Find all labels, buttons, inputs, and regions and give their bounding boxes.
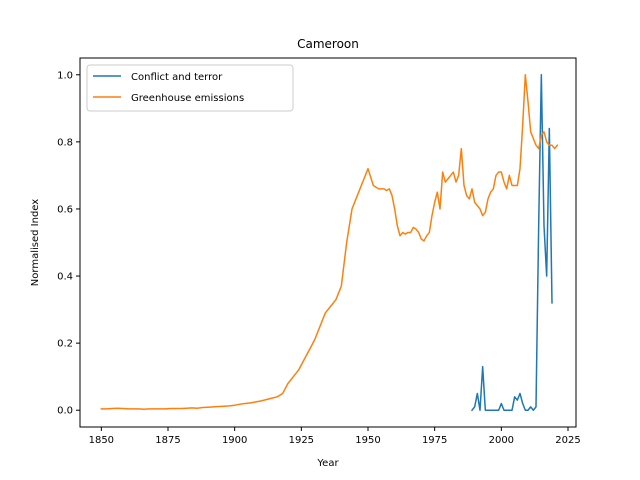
x-axis-label: Year (316, 458, 339, 469)
legend-box (86, 64, 294, 112)
y-tick-label: 0.6 (57, 204, 73, 215)
y-tick-label: 0.2 (57, 339, 73, 350)
series-line-0 (470, 74, 553, 412)
x-tick-label: 2025 (555, 435, 580, 446)
y-tick-label: 1.0 (57, 70, 73, 81)
legend: Conflict and terror Greenhouse emissions (86, 64, 294, 112)
y-axis-ticks: 0.0 0.2 0.4 0.6 0.8 1.0 (57, 70, 80, 417)
x-tick-label: 1925 (289, 435, 314, 446)
series-line-1 (100, 74, 559, 410)
x-tick-label: 2000 (489, 435, 514, 446)
x-tick-label: 1850 (89, 435, 114, 446)
series-layer (100, 74, 559, 412)
legend-label: Greenhouse emissions (131, 93, 244, 104)
y-tick-label: 0.8 (57, 137, 73, 148)
y-axis-label: Normalised Index (30, 199, 41, 286)
legend-label: Conflict and terror (131, 72, 223, 83)
x-tick-label: 1875 (155, 435, 180, 446)
x-tick-label: 1900 (222, 435, 247, 446)
x-tick-label: 1975 (422, 435, 447, 446)
chart-title: Cameroon (297, 37, 359, 51)
y-tick-label: 0.0 (57, 406, 73, 417)
plot-frame (79, 57, 577, 428)
x-axis-ticks: 1850 1875 1900 1925 1950 1975 2000 2025 (89, 427, 581, 446)
y-tick-label: 0.4 (57, 272, 73, 283)
x-tick-label: 1950 (355, 435, 380, 446)
